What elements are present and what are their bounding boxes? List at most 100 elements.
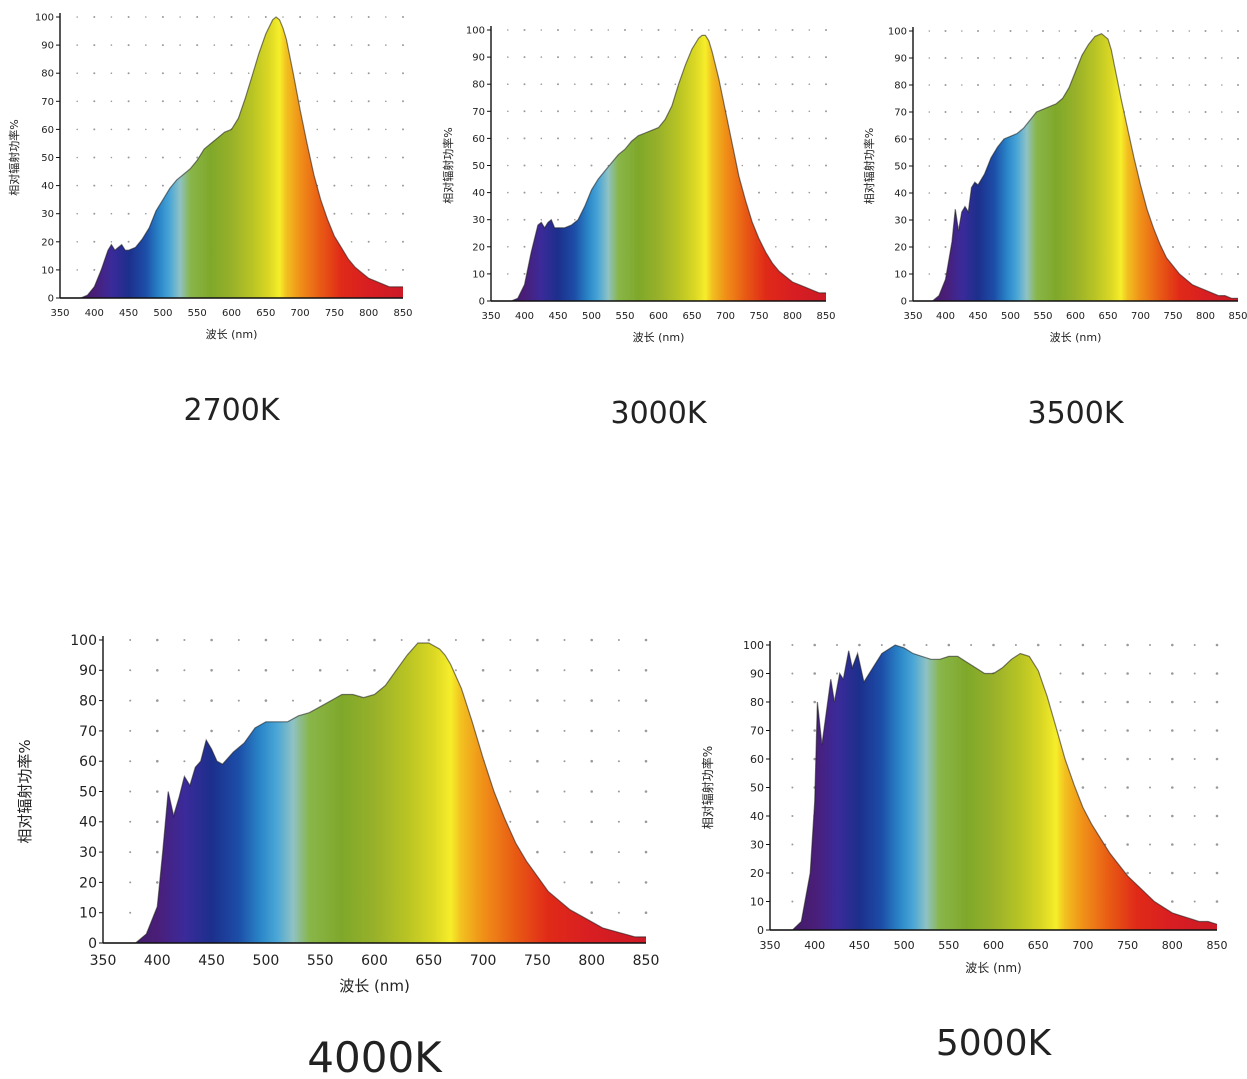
grid-dot — [76, 16, 78, 18]
grid-dot — [574, 83, 576, 85]
grid-dot — [156, 729, 159, 733]
grid-dot — [237, 729, 240, 732]
grid-dot — [196, 44, 199, 47]
grid-dot — [523, 56, 526, 59]
grid-dot — [1193, 815, 1196, 817]
grid-dot — [540, 191, 543, 194]
grid-dot — [808, 246, 811, 248]
grid-dot — [574, 29, 576, 31]
grid-dot — [507, 56, 509, 58]
grid-dot — [1104, 644, 1107, 646]
grid-dot — [1139, 30, 1142, 32]
grid-dot — [129, 729, 132, 732]
grid-dot — [129, 911, 132, 914]
grid-dot — [791, 218, 794, 221]
y-tick-label: 30 — [41, 209, 54, 220]
grid-dot — [110, 128, 113, 131]
grid-dot — [93, 16, 96, 18]
grid-dot — [402, 128, 404, 131]
x-tick-label: 600 — [649, 311, 668, 322]
grid-dot — [509, 729, 512, 732]
y-tick-label: 90 — [750, 667, 764, 680]
grid-dot — [691, 29, 693, 31]
grid-dot — [1221, 138, 1223, 140]
grid-dot — [1123, 57, 1126, 59]
grid-dot — [1193, 672, 1196, 675]
grid-dot — [110, 72, 113, 74]
grid-dot — [1172, 57, 1174, 59]
y-tick-label: 60 — [79, 754, 97, 770]
grid-dot — [1221, 111, 1223, 113]
grid-dot — [1188, 273, 1191, 275]
grid-dot — [93, 240, 96, 243]
grid-dot — [316, 156, 319, 159]
grid-dot — [775, 164, 777, 167]
grid-dot — [563, 820, 566, 823]
grid-dot — [1237, 111, 1239, 113]
x-tick-label: 600 — [361, 953, 388, 969]
y-tick-label: 30 — [750, 838, 764, 851]
grid-dot — [674, 83, 677, 85]
grid-dot — [775, 218, 777, 221]
grid-dot — [1221, 84, 1223, 86]
x-tick-label: 850 — [633, 953, 660, 969]
grid-dot — [333, 212, 336, 215]
grid-dot — [617, 669, 620, 672]
grid-dot — [1081, 729, 1085, 732]
grid-dot — [523, 83, 526, 86]
grid-dot — [1156, 84, 1158, 86]
grid-dot — [179, 44, 181, 46]
grid-dot — [333, 44, 336, 47]
grid-dot — [1058, 30, 1061, 32]
x-tick-label: 500 — [253, 953, 280, 969]
grid-dot — [644, 881, 648, 884]
x-tick-label: 350 — [50, 308, 69, 319]
grid-dot — [961, 138, 963, 140]
grid-dot — [1009, 30, 1012, 32]
x-tick-label: 700 — [716, 311, 735, 322]
grid-dot — [1009, 111, 1012, 113]
y-tick-label: 40 — [472, 188, 485, 199]
x-axis-title: 波长 (nm) — [965, 961, 1021, 975]
grid-dot — [1221, 219, 1223, 221]
grid-dot — [1059, 672, 1062, 675]
grid-dot — [944, 219, 947, 221]
grid-dot — [210, 699, 213, 702]
x-tick-label: 400 — [804, 939, 825, 952]
x-tick-label: 700 — [291, 308, 310, 319]
grid-dot — [758, 191, 760, 194]
spectrum-outline — [770, 644, 1218, 931]
grid-dot — [791, 786, 794, 789]
x-tick-label: 450 — [849, 939, 870, 952]
grid-dot — [210, 729, 213, 733]
grid-dot — [607, 56, 610, 58]
grid-dot — [808, 56, 811, 58]
grid-dot — [333, 100, 336, 103]
grid-dot — [1081, 672, 1085, 675]
grid-dot — [944, 246, 947, 248]
grid-dot — [367, 128, 370, 131]
grid-dot — [1059, 644, 1062, 646]
grid-dot — [825, 56, 827, 59]
grid-dot — [808, 137, 811, 140]
grid-dot — [1149, 672, 1151, 675]
y-tick-label: 20 — [41, 237, 54, 248]
grid-dot — [350, 128, 353, 131]
grid-dot — [76, 72, 78, 74]
grid-dot — [1107, 30, 1109, 32]
grid-dot — [928, 84, 931, 86]
grid-dot — [791, 872, 794, 874]
grid-dot — [944, 30, 947, 32]
grid-dot — [1091, 30, 1093, 32]
grid-dot — [179, 100, 181, 103]
grid-dot — [237, 699, 240, 702]
grid-dot — [509, 760, 512, 763]
grid-dot — [590, 137, 593, 140]
grid-dot — [1074, 57, 1077, 59]
grid-dot — [1237, 219, 1239, 221]
y-tick-label: 80 — [472, 80, 485, 91]
x-tick-label: 650 — [682, 311, 701, 322]
grid-dot — [1139, 138, 1142, 140]
grid-dot — [1139, 84, 1142, 86]
